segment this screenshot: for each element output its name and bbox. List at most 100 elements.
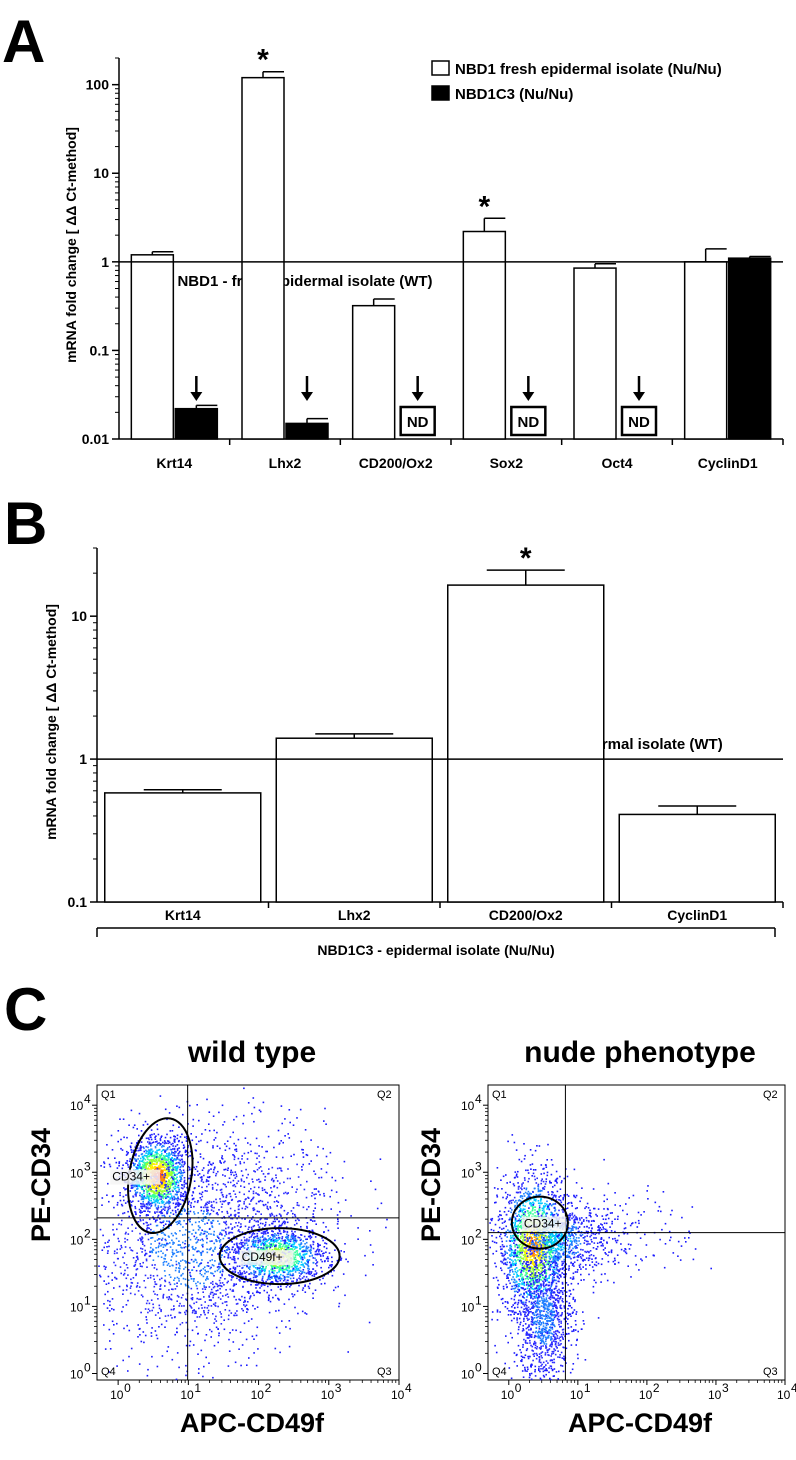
flow-event-point	[143, 1150, 146, 1153]
flow-event-point	[294, 1306, 296, 1309]
flow-event-point	[309, 1248, 312, 1251]
flow-event-point	[176, 1282, 178, 1284]
flow-event-point	[293, 1235, 295, 1238]
flow-event-point	[327, 1229, 330, 1232]
flow-event-point	[161, 1170, 163, 1172]
flow-event-point	[302, 1156, 305, 1158]
flow-event-point	[156, 1158, 158, 1160]
flow-event-point	[180, 1296, 183, 1299]
flow-event-point	[294, 1271, 297, 1273]
flow-event-point	[137, 1184, 140, 1186]
flow-event-point	[279, 1351, 281, 1354]
flow-event-point	[184, 1210, 186, 1212]
flow-event-point	[261, 1279, 263, 1281]
flow-event-point	[171, 1189, 174, 1192]
flow-event-point	[269, 1243, 271, 1246]
flow-event-point	[203, 1296, 205, 1298]
flow-event-point	[99, 1275, 102, 1278]
flow-event-point	[183, 1181, 186, 1184]
flow-event-point	[159, 1161, 162, 1163]
flow-event-point	[234, 1148, 236, 1151]
flow-event-point	[234, 1271, 236, 1274]
flow-event-point	[287, 1269, 289, 1272]
flow-event-point	[172, 1168, 175, 1171]
flow-event-point	[178, 1215, 180, 1218]
flow-event-point	[277, 1286, 280, 1288]
flow-event-point	[331, 1260, 333, 1263]
flow-event-point	[125, 1162, 127, 1164]
flow-event-point	[211, 1225, 213, 1227]
flow-event-point	[215, 1326, 218, 1329]
flow-event-point	[139, 1192, 141, 1194]
flow-event-point	[206, 1276, 209, 1278]
flow-event-point	[291, 1232, 294, 1235]
flow-event-point	[255, 1275, 258, 1277]
flow-event-point	[253, 1270, 255, 1272]
flow-event-point	[158, 1157, 161, 1160]
flow-event-point	[318, 1253, 321, 1255]
flow-event-point	[144, 1286, 147, 1289]
flow-event-point	[204, 1223, 206, 1225]
flow-event-point	[317, 1244, 320, 1247]
flow-xlabel-wildtype: APC-CD49f	[180, 1408, 325, 1438]
flow-event-point	[224, 1235, 226, 1237]
flow-event-point	[283, 1303, 286, 1305]
flow-event-point	[211, 1206, 213, 1209]
flow-event-point	[161, 1194, 164, 1197]
flow-event-point	[194, 1200, 196, 1203]
flow-event-point	[259, 1240, 261, 1243]
flow-event-point	[171, 1169, 174, 1171]
flow-event-point	[320, 1168, 323, 1170]
flow-event-point	[313, 1170, 315, 1173]
flow-event-point	[275, 1244, 277, 1247]
flow-event-point	[261, 1236, 264, 1238]
flow-event-point	[117, 1237, 119, 1240]
flow-event-point	[249, 1277, 252, 1280]
flow-event-point	[211, 1184, 214, 1186]
flow-event-point	[159, 1285, 162, 1288]
flow-event-point	[134, 1163, 136, 1165]
flow-event-point	[222, 1237, 225, 1240]
flow-event-point	[201, 1186, 203, 1189]
flow-event-point	[150, 1237, 153, 1239]
flow-event-point	[240, 1185, 242, 1187]
flow-event-point	[224, 1251, 227, 1254]
flow-event-point	[177, 1202, 179, 1205]
flow-event-point	[283, 1229, 285, 1232]
flow-event-point	[164, 1155, 167, 1157]
flow-event-point	[203, 1282, 205, 1285]
flow-event-point	[273, 1244, 276, 1246]
flow-event-point	[294, 1235, 297, 1237]
flow-event-point	[121, 1310, 123, 1313]
flow-event-point	[270, 1244, 272, 1246]
flow-event-point	[297, 1262, 300, 1265]
flow-event-point	[259, 1180, 262, 1183]
flow-event-point	[266, 1229, 269, 1232]
flow-event-point	[160, 1165, 162, 1167]
flow-event-point	[192, 1125, 194, 1127]
flow-event-point	[305, 1313, 308, 1315]
flow-event-point	[210, 1266, 212, 1269]
flow-event-point	[320, 1176, 323, 1179]
flow-event-point	[299, 1245, 301, 1247]
flow-event-point	[157, 1194, 159, 1197]
flow-event-point	[316, 1154, 318, 1157]
flow-event-point	[165, 1183, 167, 1186]
flow-event-point	[239, 1331, 242, 1333]
flow-event-point	[171, 1288, 173, 1290]
flow-event-point	[236, 1243, 238, 1245]
flow-event-point	[238, 1212, 240, 1214]
flow-event-point	[244, 1275, 247, 1278]
flow-event-point	[282, 1231, 285, 1233]
flow-event-point	[143, 1166, 145, 1169]
flow-event-point	[232, 1179, 235, 1182]
flow-event-point	[191, 1329, 194, 1332]
flow-event-point	[168, 1158, 170, 1161]
flow-event-point	[153, 1278, 155, 1281]
flow-event-point	[233, 1249, 236, 1252]
flow-event-point	[177, 1205, 180, 1207]
flow-event-point	[154, 1159, 156, 1161]
flow-event-point	[386, 1218, 388, 1221]
flow-event-point	[194, 1168, 197, 1170]
flow-event-point	[169, 1198, 171, 1200]
